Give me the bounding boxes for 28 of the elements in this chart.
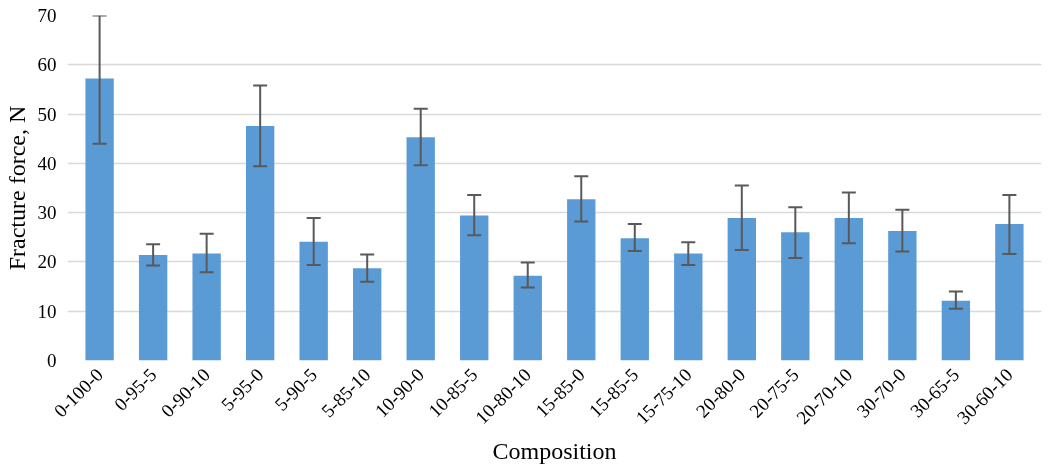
y-axis-title: Fracture force, N [3, 105, 30, 271]
bar [513, 275, 542, 361]
bar [353, 268, 382, 361]
bar [245, 125, 275, 361]
bar [674, 253, 703, 361]
bar [460, 215, 489, 361]
bar [888, 230, 917, 361]
y-tick-label: 20 [37, 251, 57, 273]
x-axis-title: Composition [492, 437, 617, 464]
y-tick-label: 30 [37, 202, 57, 224]
bar [406, 137, 435, 361]
y-tick-label: 70 [37, 5, 57, 26]
bar [834, 218, 864, 361]
y-tick-label: 0 [47, 350, 57, 371]
bar [299, 241, 328, 361]
bar [995, 223, 1024, 361]
bar [727, 218, 756, 361]
y-tick-label: 50 [37, 103, 57, 125]
bar [567, 199, 596, 361]
bar [620, 238, 649, 361]
y-tick-label: 40 [37, 152, 57, 174]
y-tick-label: 60 [37, 54, 57, 76]
bar [85, 78, 114, 361]
bar [941, 300, 971, 361]
bar [138, 255, 168, 361]
y-tick-label: 10 [37, 300, 57, 322]
bar [192, 253, 221, 361]
bar [781, 232, 810, 361]
